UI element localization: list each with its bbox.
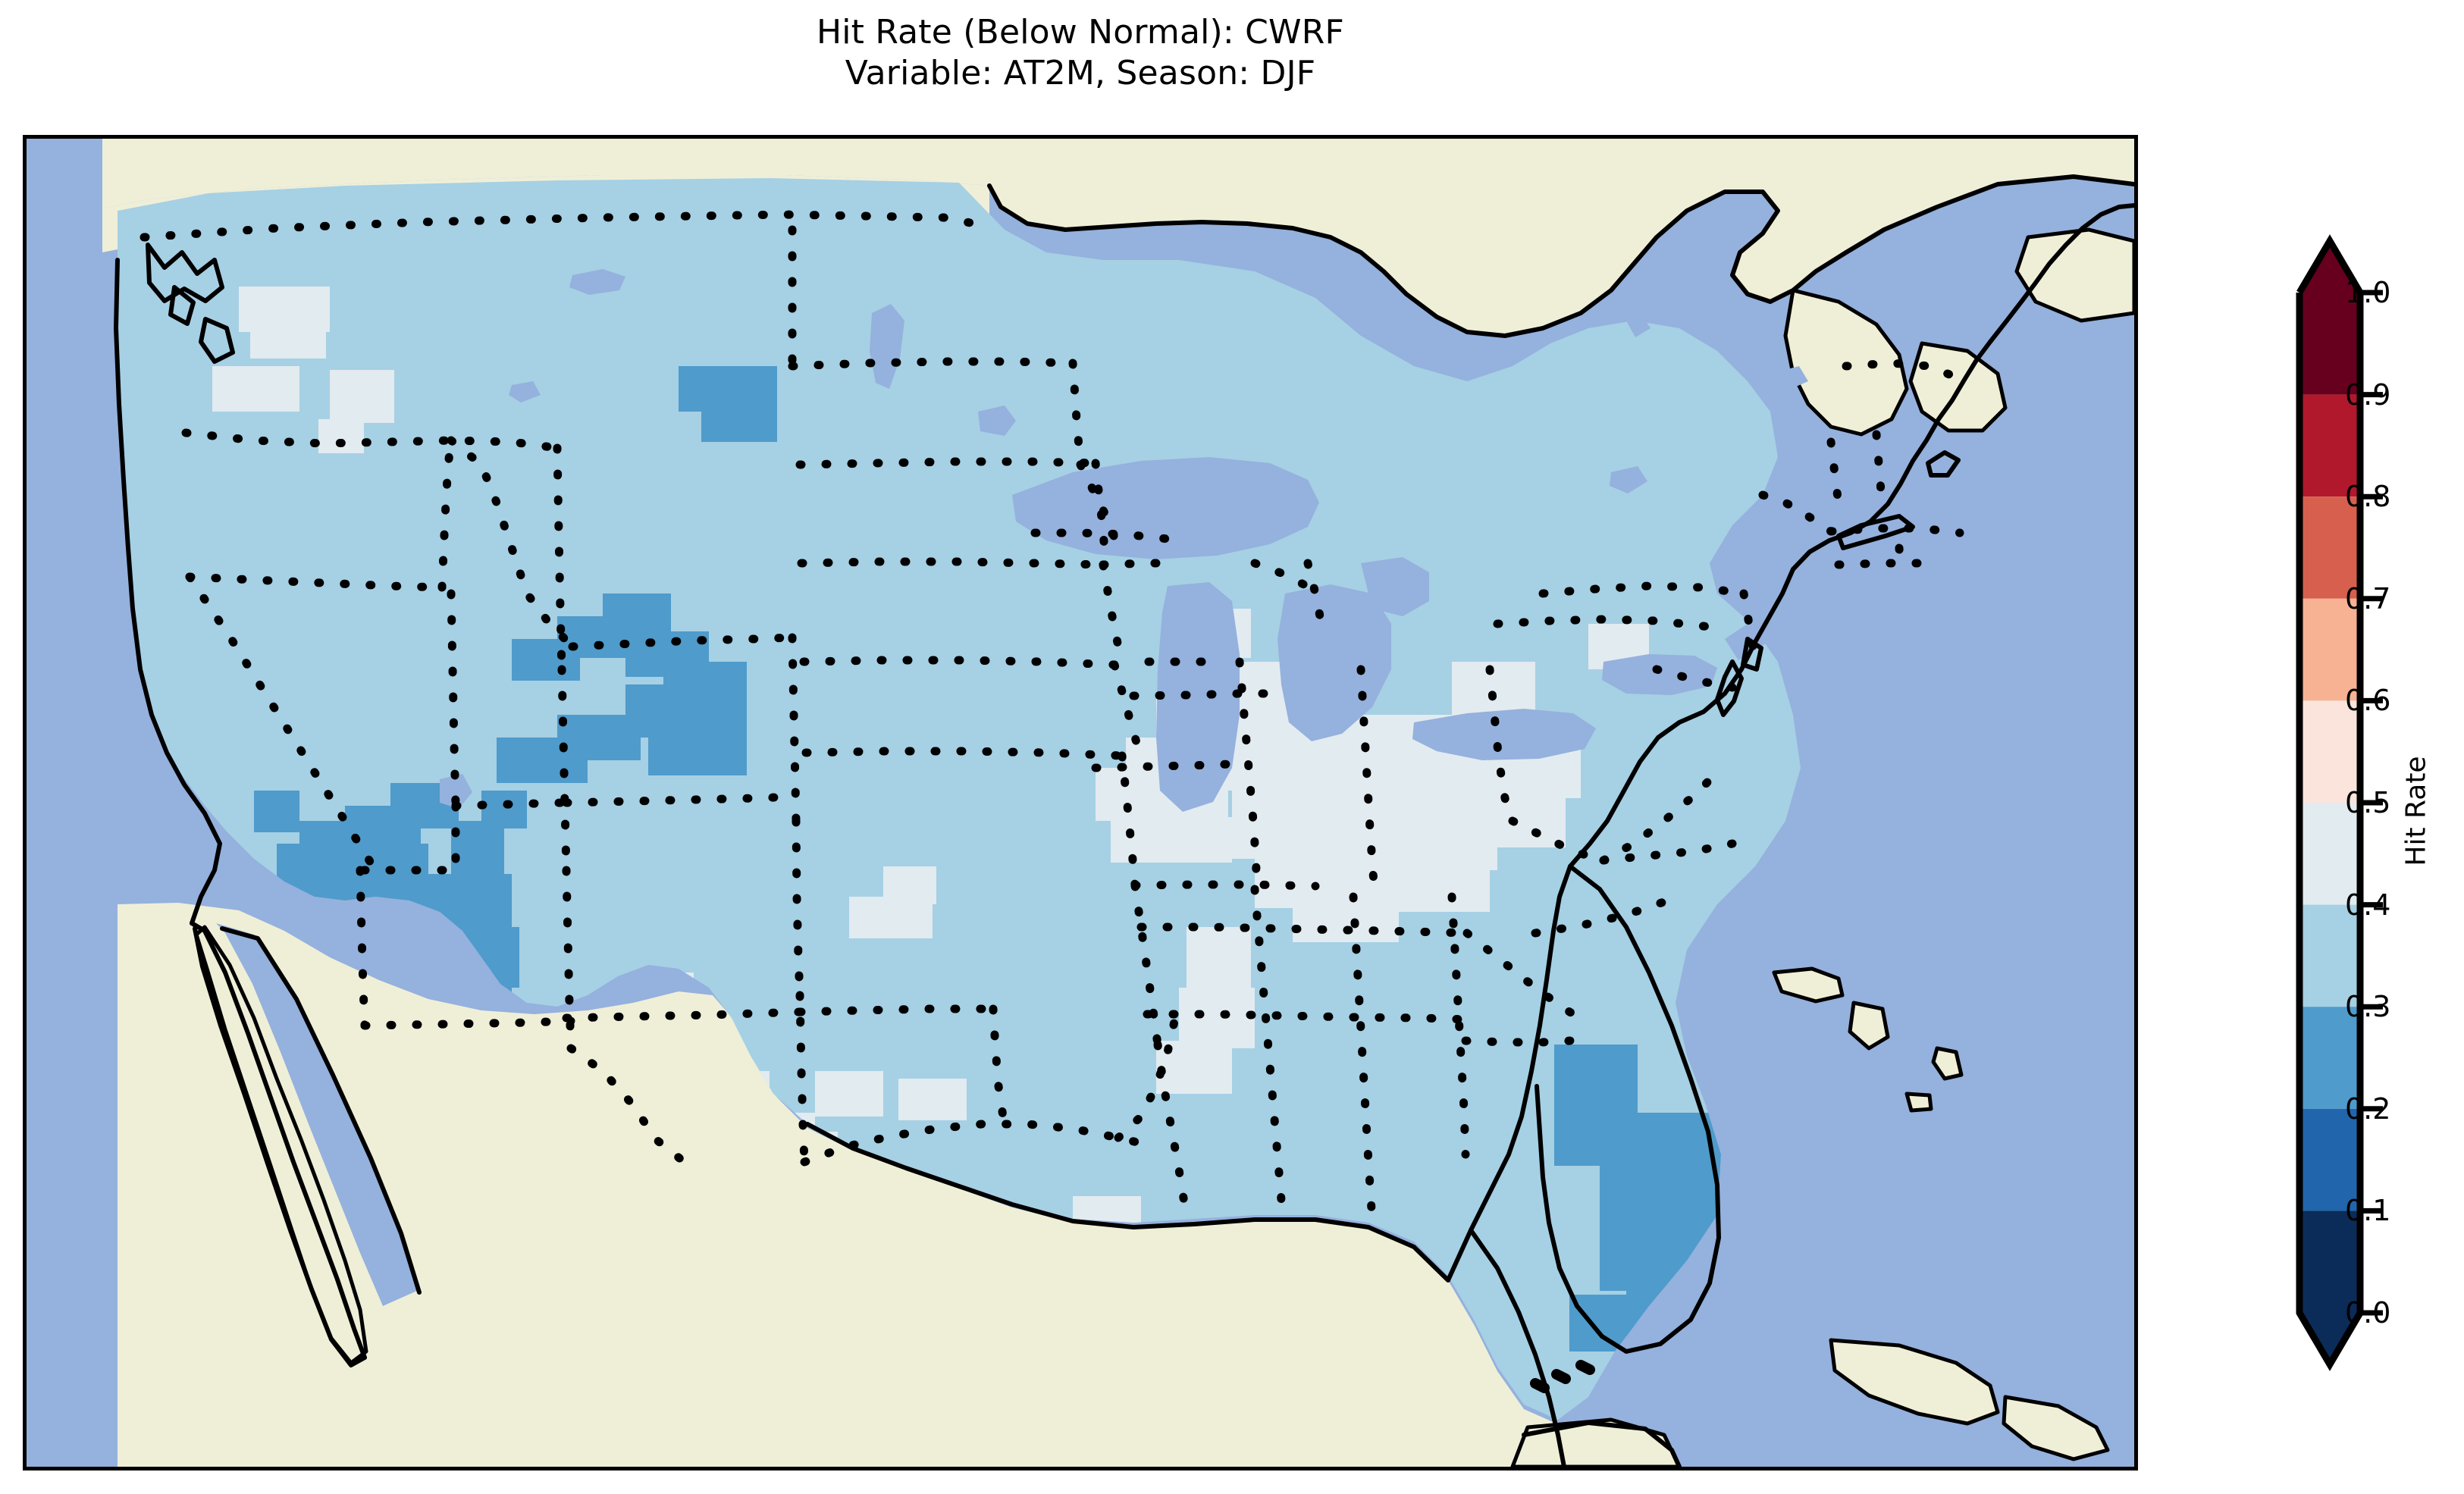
title-line-1: Hit Rate (Below Normal): CWRF [816,13,1345,52]
title-line-2: Variable: AT2M, Season: DJF [845,53,1316,92]
cb-tick-0-0: 0.0 [2345,1296,2391,1330]
colorbar-axis-label: Hit Rate [2400,756,2432,866]
cb-tick-0-2: 0.2 [2345,1092,2391,1126]
cb-tick-0-3: 0.3 [2345,990,2391,1024]
state-borders [140,210,1964,1214]
cb-tick-0-8: 0.8 [2345,480,2391,514]
cb-tick-0-9: 0.9 [2345,377,2391,412]
colorbar-svg [2296,234,2383,1371]
land-polygons [102,139,2134,1467]
cb-tick-1-0: 1.0 [2345,276,2391,309]
colorbar: 1.0 0.9 0.8 0.7 0.6 0.5 0.4 0.3 0.2 0.1 … [2256,227,2464,1395]
coastlines [114,174,2134,1467]
colorbar-ticks [2360,290,2383,1316]
cb-tick-0-1: 0.1 [2345,1194,2391,1228]
map-frame [23,135,2138,1471]
cb-tick-0-5: 0.5 [2345,786,2391,819]
map-canvas [27,139,2134,1467]
chart-title: Hit Rate (Below Normal): CWRF Variable: … [0,0,2161,93]
cb-tick-0-7: 0.7 [2345,581,2391,615]
cb-tick-0-6: 0.6 [2345,684,2391,718]
colorbar-bands [2296,234,2364,1371]
cb-tick-0-4: 0.4 [2345,888,2391,922]
